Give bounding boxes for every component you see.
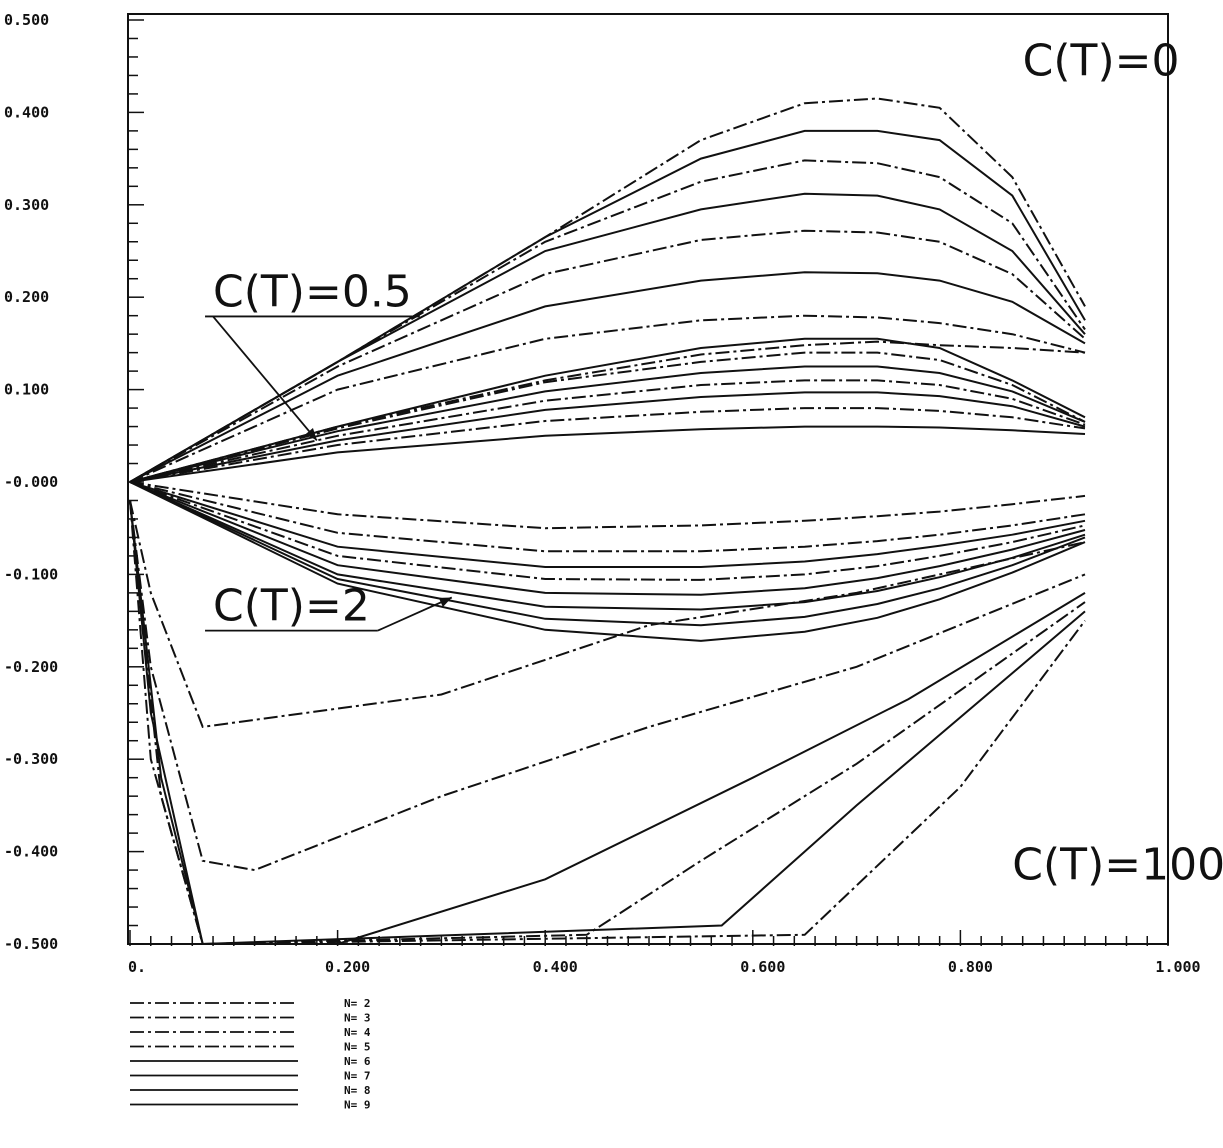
y-tick-label: -0.100 [4, 565, 58, 583]
series-line [129, 159, 1086, 483]
x-tick-label: 0.200 [325, 958, 370, 976]
series-line [129, 500, 1086, 945]
series-line [129, 314, 1086, 483]
legend-label: N= 6 [344, 1055, 371, 1068]
legend-label: N= 3 [344, 1012, 371, 1025]
series-line [129, 379, 1086, 483]
y-tick-label: 0.400 [4, 103, 49, 121]
series-line [129, 481, 1086, 553]
annotation-label: C(T)=2 [213, 581, 370, 632]
legend-label: N= 2 [344, 997, 371, 1010]
series-line [129, 500, 1086, 728]
series-line [129, 351, 1086, 483]
annotation-label: C(T)=0.5 [213, 266, 412, 317]
y-tick-label: -0.200 [4, 658, 58, 676]
series-line [129, 500, 1086, 946]
series-line [129, 481, 1086, 581]
annotation-label: C(T)=100 [1012, 839, 1223, 890]
series-line [129, 425, 1086, 483]
series-line [129, 481, 1086, 611]
series-line [129, 337, 1086, 483]
axes: 0.500 0.400 0.300 0.200 0.100 -0.000 -0.100 -0.… [4, 11, 1201, 976]
series-line [129, 365, 1086, 483]
arrow-head [438, 597, 452, 607]
legend-label: N= 9 [344, 1099, 371, 1112]
y-tick-label: -0.000 [4, 473, 58, 491]
series-line [129, 500, 1086, 946]
annotations: C(T)=0 C(T)=0.5 C(T)=2 C(T)=100 [205, 35, 1223, 890]
y-tick-label: 0.100 [4, 381, 49, 399]
legend-label: N= 4 [344, 1026, 371, 1039]
series-line [129, 500, 1086, 872]
series-line [129, 229, 1086, 483]
y-axis-ticks: 0.500 0.400 0.300 0.200 0.100 -0.000 -0.100 -0.… [4, 11, 144, 953]
y-tick-label: -0.300 [4, 750, 58, 768]
y-tick-label: 0.500 [4, 11, 49, 29]
series-line [129, 481, 1086, 642]
legend-label: N= 8 [344, 1084, 371, 1097]
series-line [129, 192, 1086, 483]
legend: N= 2 N= 3N= 4 N= 5N= 6 N= 7N= 8 N= 9 [130, 997, 371, 1112]
y-tick-label: -0.400 [4, 843, 58, 861]
x-tick-label: 1.000 [1155, 958, 1200, 976]
annotation-label: C(T)=0 [1023, 35, 1180, 86]
series-line [129, 481, 1086, 530]
annotation-arrow-line [212, 315, 318, 441]
y-tick-label: -0.500 [4, 935, 58, 953]
y-tick-label: 0.200 [4, 288, 49, 306]
y-tick-label: 0.300 [4, 196, 49, 214]
x-tick-label: 0.600 [740, 958, 785, 976]
legend-label: N= 7 [344, 1070, 371, 1083]
x-axis-ticks: 0. 0.200 0.400 0.600 0.800 1.000 [128, 930, 1201, 976]
x-tick-label: 0.400 [533, 958, 578, 976]
x-tick-label: 0. [128, 958, 146, 976]
arrow-head [305, 428, 317, 441]
series-line [129, 129, 1086, 483]
series-line [129, 407, 1086, 483]
legend-label: N= 5 [344, 1041, 371, 1054]
series-line [129, 481, 1086, 627]
series-line [129, 481, 1086, 568]
annotation-arrow-line [377, 596, 453, 632]
series-line [129, 271, 1086, 483]
series-line [129, 500, 1086, 946]
plot-frame [127, 13, 1169, 945]
series-line [129, 340, 1086, 483]
series-group [129, 97, 1086, 946]
x-tick-label: 0.800 [948, 958, 993, 976]
series-line [129, 481, 1086, 596]
series-line [129, 391, 1086, 483]
